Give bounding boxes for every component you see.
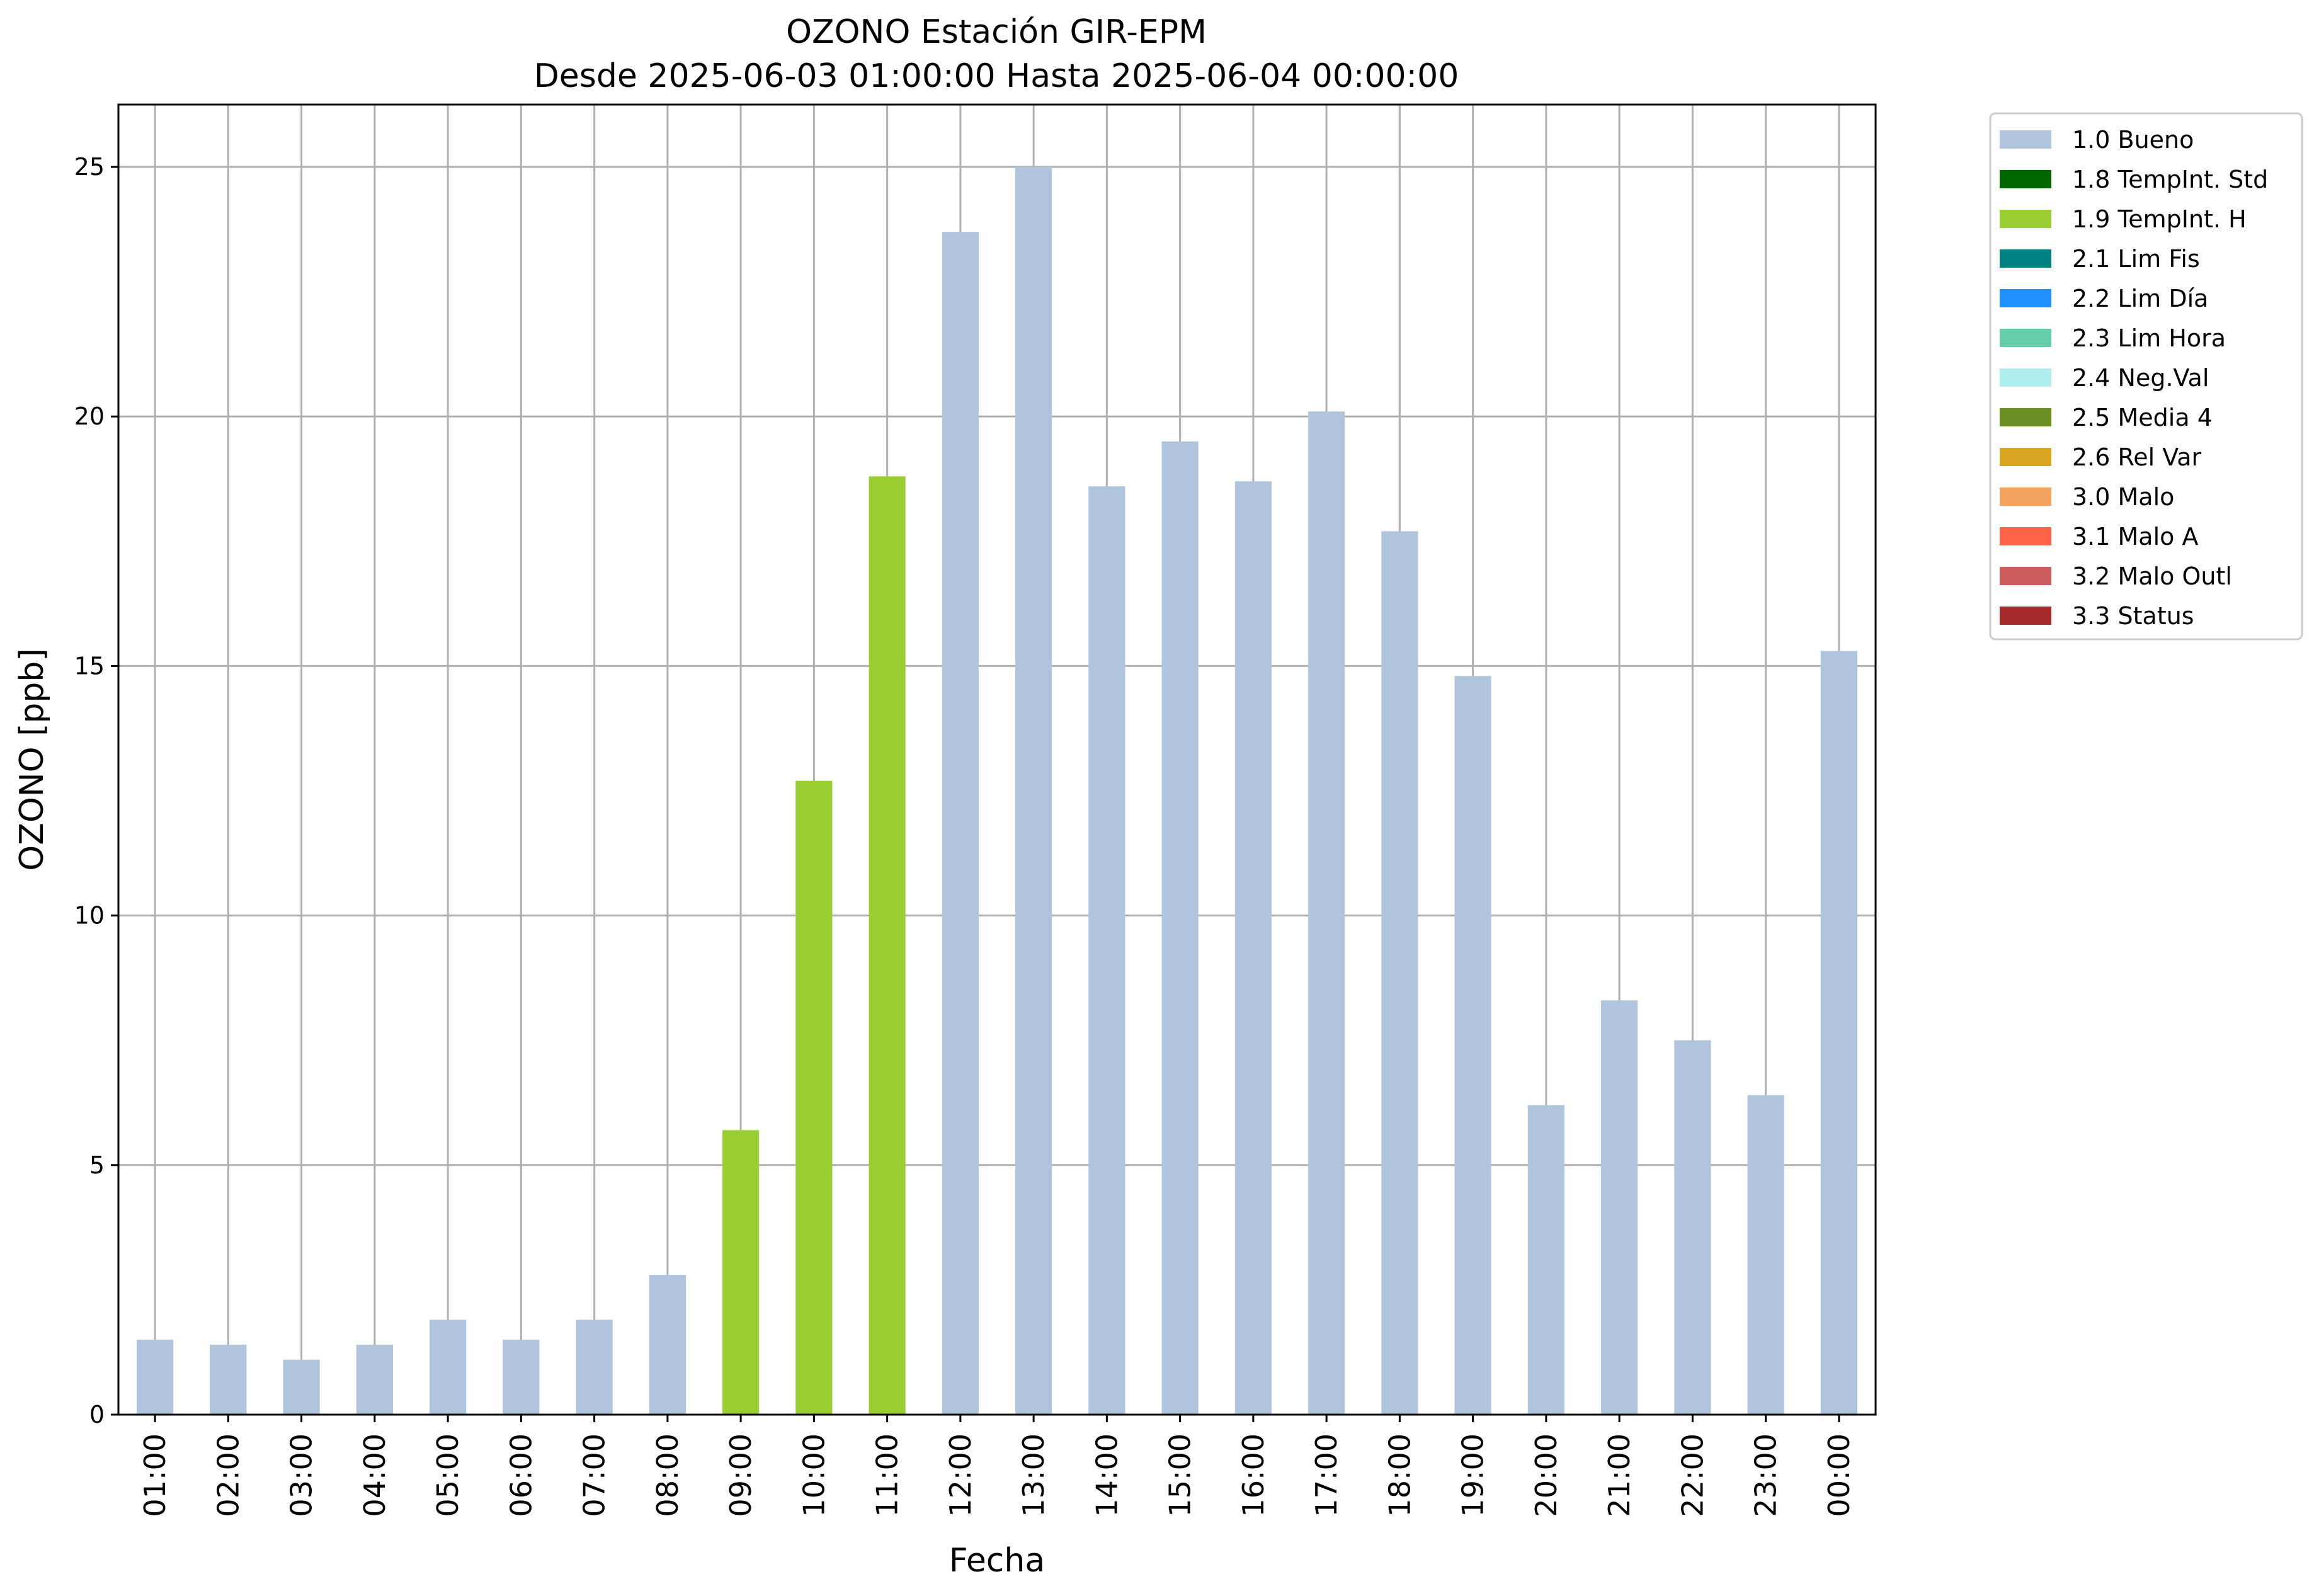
bars (137, 167, 1857, 1415)
legend-swatch (2000, 368, 2051, 387)
bar-23:00 (1747, 1095, 1784, 1415)
x-tick-label: 16:00 (1236, 1434, 1270, 1517)
legend-swatch (2000, 210, 2051, 228)
bar-03:00 (283, 1359, 320, 1415)
bar-16:00 (1234, 481, 1272, 1415)
bar-07:00 (576, 1320, 613, 1415)
bar-06:00 (503, 1340, 540, 1415)
chart-title: OZONO Estación GIR-EPM (786, 13, 1207, 51)
y-axis-label: OZONO [ppb] (13, 648, 51, 870)
y-tick-label: 10 (74, 902, 105, 930)
bar-13:00 (1015, 167, 1052, 1415)
x-tick-label: 01:00 (138, 1434, 172, 1517)
legend-label: 3.2 Malo Outl (2072, 562, 2232, 590)
bar-19:00 (1454, 676, 1491, 1415)
y-tick-label: 15 (74, 652, 105, 680)
y-axis-ticks: 0 5 10 15 20 25 (74, 153, 118, 1428)
legend-label: 2.4 Neg.Val (2072, 364, 2209, 392)
bar-14:00 (1088, 486, 1125, 1415)
y-tick-label: 0 (89, 1401, 105, 1428)
bar-08:00 (649, 1275, 686, 1415)
legend-swatch (2000, 249, 2051, 268)
legend-label: 2.1 Lim Fis (2072, 245, 2200, 273)
legend-label: 3.3 Status (2072, 602, 2194, 630)
x-tick-label: 20:00 (1529, 1434, 1563, 1517)
legend: 1.0 Bueno 1.8 TempInt. Std 1.9 TempInt. H 2… (1989, 112, 2303, 641)
x-tick-label: 09:00 (724, 1434, 758, 1517)
legend-swatch (2000, 607, 2051, 625)
bar-17:00 (1308, 411, 1345, 1415)
bar-11:00 (869, 476, 906, 1415)
bar-05:00 (430, 1320, 467, 1415)
y-tick-label: 25 (74, 153, 105, 181)
legend-swatch (2000, 527, 2051, 545)
legend-label: 2.5 Media 4 (2072, 404, 2213, 431)
x-tick-label: 10:00 (797, 1434, 831, 1517)
legend-label: 2.6 Rel Var (2072, 443, 2202, 471)
bar-20:00 (1527, 1105, 1564, 1415)
x-tick-label: 22:00 (1675, 1434, 1709, 1517)
bar-15:00 (1161, 441, 1199, 1415)
x-tick-label: 05:00 (431, 1434, 465, 1517)
bar-09:00 (722, 1130, 760, 1415)
plot-frame (117, 103, 1877, 1416)
legend-swatch (2000, 170, 2051, 188)
x-tick-label: 19:00 (1456, 1434, 1490, 1517)
x-tick-label: 00:00 (1822, 1434, 1856, 1517)
legend-swatch (2000, 289, 2051, 307)
x-axis-ticks: 01:00 02:00 03:00 04:00 05:00 06:00 07:00 08:00… (138, 1415, 1856, 1517)
legend-swatch (2000, 487, 2051, 506)
legend-label: 2.2 Lim Día (2072, 285, 2208, 312)
legend-label: 1.0 Bueno (2072, 126, 2194, 154)
legend-label: 3.1 Malo A (2072, 523, 2198, 550)
bar-22:00 (1674, 1040, 1711, 1415)
bar-01:00 (137, 1340, 174, 1415)
legend-swatch (2000, 329, 2051, 347)
legend-label: 2.3 Lim Hora (2072, 324, 2226, 352)
x-tick-label: 18:00 (1382, 1434, 1416, 1517)
x-tick-label: 13:00 (1017, 1434, 1051, 1517)
y-tick-label: 20 (74, 402, 105, 430)
x-tick-label: 06:00 (504, 1434, 538, 1517)
x-tick-label: 21:00 (1602, 1434, 1636, 1517)
legend-label: 1.9 TempInt. H (2072, 205, 2247, 233)
x-tick-label: 11:00 (870, 1434, 904, 1517)
bar-02:00 (210, 1345, 247, 1415)
legend-swatch (2000, 130, 2051, 149)
bar-21:00 (1601, 1000, 1638, 1415)
legend-label: 3.0 Malo (2072, 483, 2174, 511)
y-tick-label: 5 (89, 1151, 105, 1179)
x-tick-label: 03:00 (285, 1434, 319, 1517)
x-tick-label: 12:00 (943, 1434, 977, 1517)
legend-swatch (2000, 408, 2051, 426)
x-tick-label: 15:00 (1163, 1434, 1197, 1517)
x-tick-label: 23:00 (1749, 1434, 1783, 1517)
x-tick-label: 07:00 (578, 1434, 612, 1517)
legend-frame (1989, 112, 2303, 641)
legend-swatch (2000, 448, 2051, 466)
x-axis-label: Fecha (949, 1542, 1045, 1580)
x-tick-label: 08:00 (651, 1434, 685, 1517)
legend-swatch (2000, 567, 2051, 585)
bar-12:00 (942, 232, 979, 1415)
bar-00:00 (1820, 651, 1857, 1415)
legend-label: 1.8 TempInt. Std (2072, 166, 2268, 193)
x-tick-label: 14:00 (1090, 1434, 1124, 1517)
bar-18:00 (1381, 531, 1418, 1415)
x-tick-label: 17:00 (1309, 1434, 1343, 1517)
chart-subtitle: Desde 2025-06-03 01:00:00 Hasta 2025-06-… (534, 57, 1459, 95)
x-tick-label: 02:00 (211, 1434, 245, 1517)
bar-10:00 (795, 780, 833, 1415)
x-tick-label: 04:00 (358, 1434, 392, 1517)
bar-04:00 (356, 1345, 393, 1415)
